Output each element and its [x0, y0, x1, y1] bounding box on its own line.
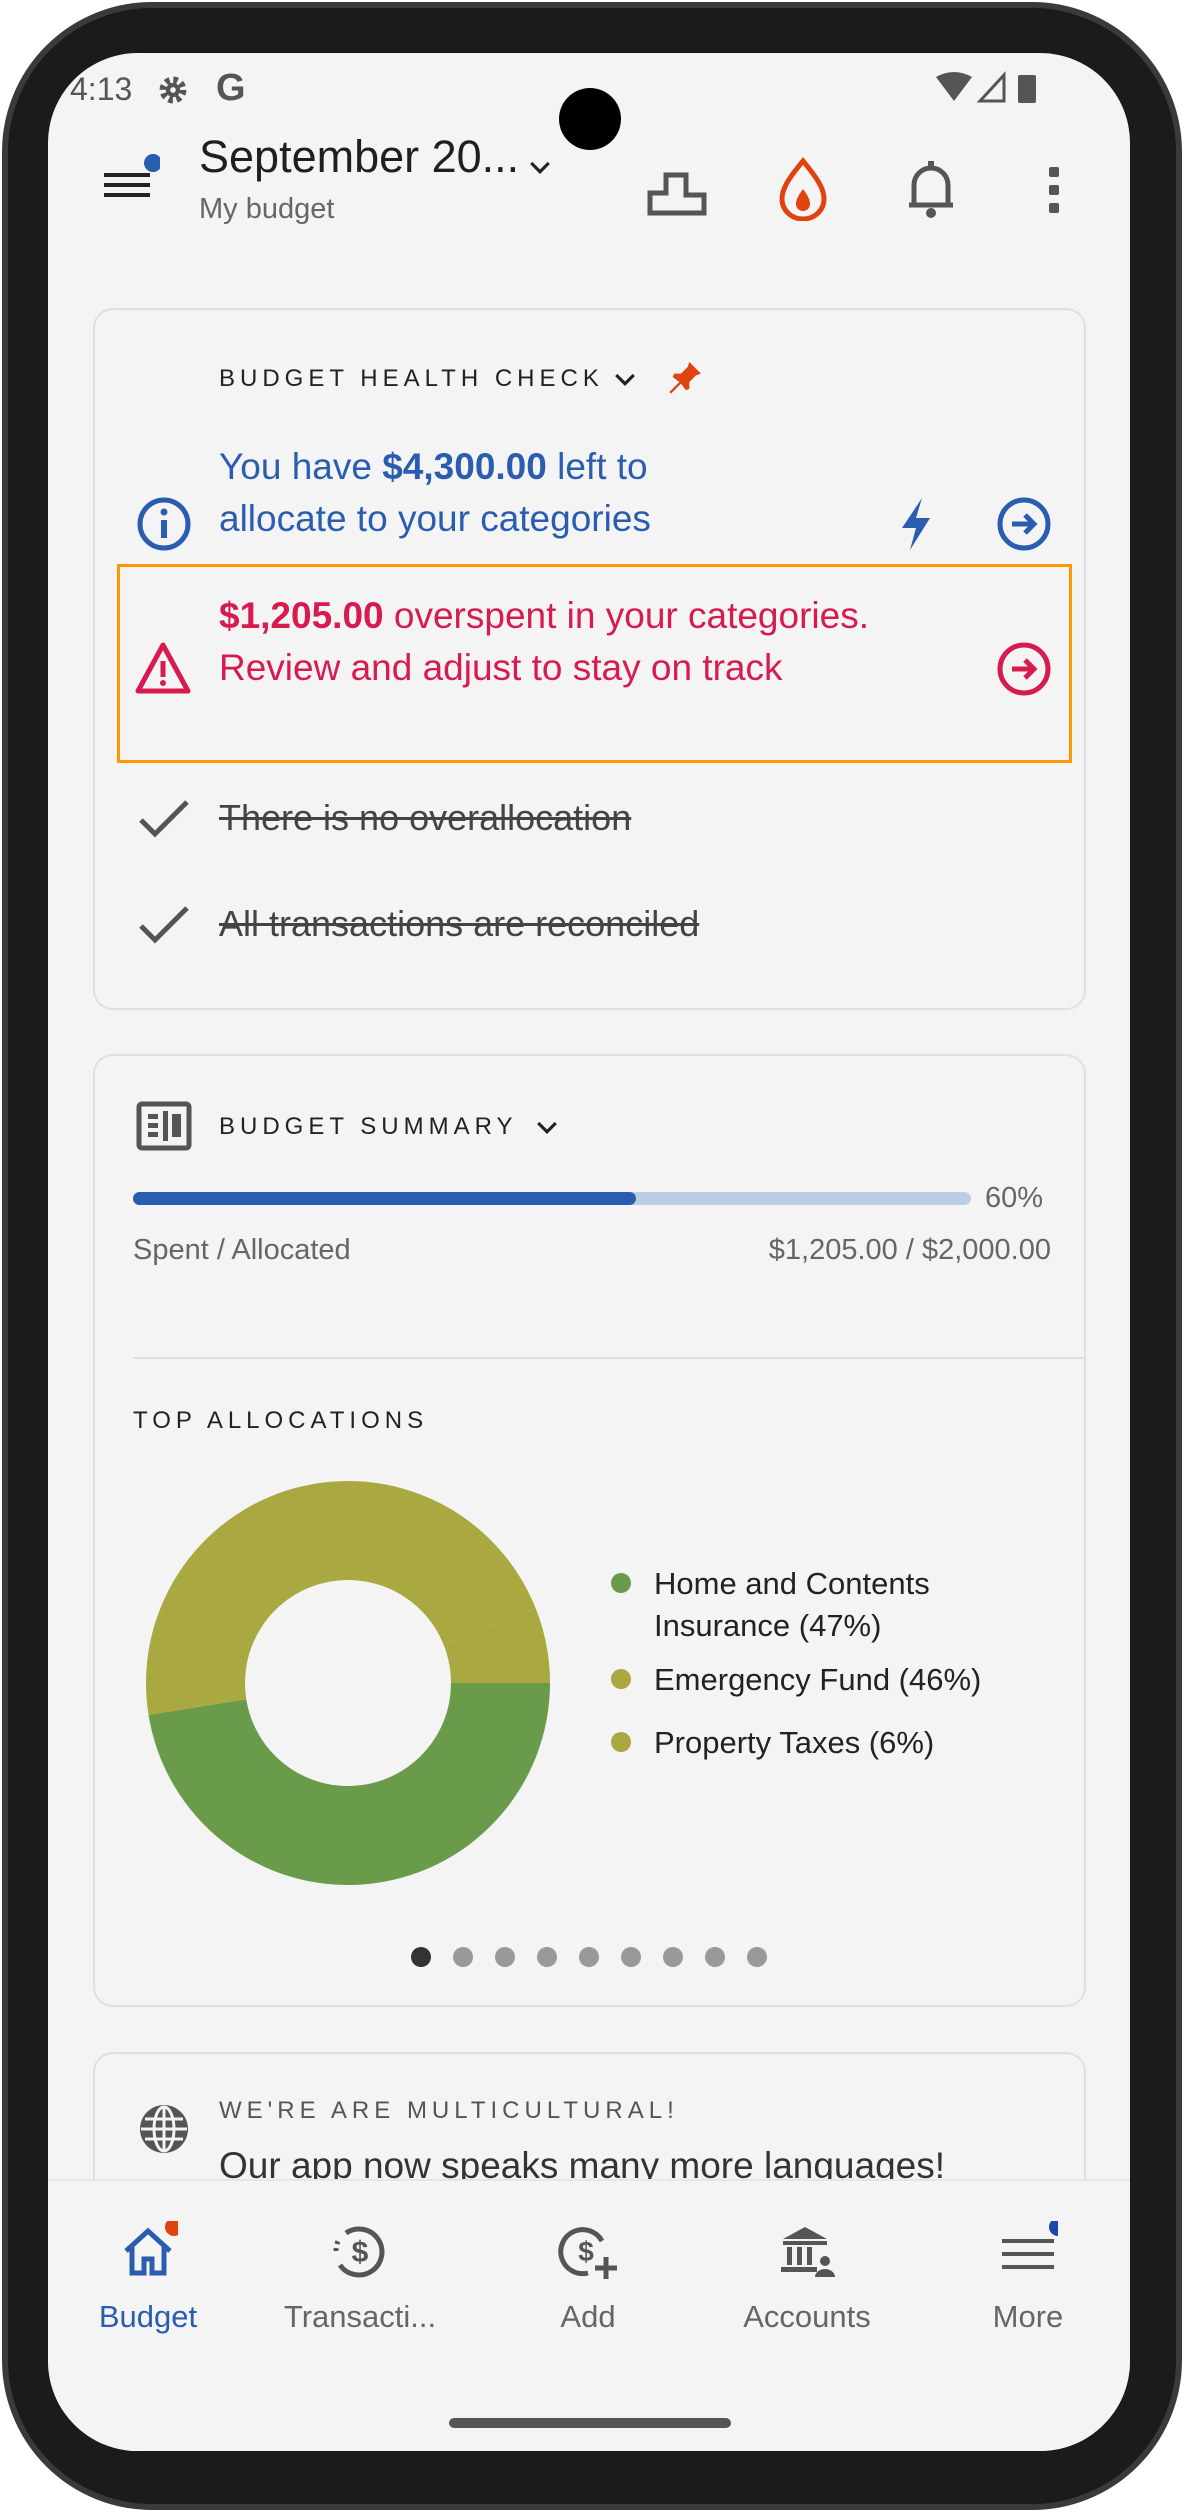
- bottom-navigation: Budget $ Transacti... $ Add Accounts Mor…: [48, 2179, 1130, 2451]
- google-icon: G: [216, 67, 246, 109]
- allocations-donut-chart: [146, 1481, 550, 1885]
- legend-label: Home and Contents Insurance (47%): [654, 1566, 930, 1643]
- pager-dot[interactable]: [747, 1947, 767, 1967]
- spent-label: Spent / Allocated: [133, 1234, 351, 1266]
- summary-grid-icon: [136, 1101, 192, 1151]
- progress-percent: 60%: [985, 1182, 1044, 1214]
- check-icon: [139, 906, 189, 944]
- home-indicator[interactable]: [449, 2418, 731, 2428]
- pager-dot[interactable]: [705, 1947, 725, 1967]
- budget-subtitle: My budget: [199, 193, 335, 225]
- pin-icon[interactable]: [666, 357, 706, 397]
- pager-dot[interactable]: [537, 1947, 557, 1967]
- pager-dot[interactable]: [495, 1947, 515, 1967]
- donut-slice: [148, 1683, 550, 1885]
- pager-dot[interactable]: [579, 1947, 599, 1967]
- nav-add[interactable]: $ Add: [488, 2181, 688, 2371]
- nav-label: Accounts: [743, 2299, 871, 2334]
- spent-progress-bar: [133, 1192, 971, 1205]
- legend-label: Emergency Fund (46%): [654, 1662, 982, 1697]
- menu-icon: [104, 154, 162, 197]
- summary-title: BUDGET SUMMARY: [219, 1113, 518, 1140]
- nav-accounts[interactable]: Accounts: [707, 2181, 907, 2371]
- progress-fill: [133, 1192, 636, 1205]
- arrow-circle-right-icon[interactable]: [996, 641, 1052, 697]
- legend-label: Property Taxes (6%): [654, 1725, 935, 1760]
- arrow-circle-right-icon[interactable]: [996, 496, 1052, 552]
- menu-button[interactable]: [100, 153, 162, 213]
- nav-label: Transacti...: [283, 2299, 437, 2334]
- transactions-history-icon: $: [333, 2226, 385, 2278]
- budget-title[interactable]: September 20...: [199, 131, 520, 182]
- legend-dot: [611, 1573, 631, 1593]
- nav-label: Add: [560, 2299, 616, 2334]
- budget-health-check-card: [93, 308, 1086, 1010]
- overspent-alert[interactable]: [117, 564, 1072, 763]
- overspent-message: $1,205.00 overspent in your categories. …: [219, 590, 939, 694]
- divider: [133, 1357, 1085, 1359]
- overspent-amount: $1,205.00: [219, 595, 384, 636]
- camera-cutout: [559, 88, 621, 150]
- chevron-down-icon[interactable]: [532, 1113, 562, 1143]
- unallocated-amount: $4,300.00: [382, 446, 547, 487]
- warning-text: overspent in your categories. Review and…: [219, 595, 869, 688]
- health-check-title: BUDGET HEALTH CHECK: [219, 365, 604, 392]
- check-item: There is no overallocation: [219, 797, 632, 838]
- pager-dot[interactable]: [621, 1947, 641, 1967]
- svg-text:$: $: [352, 2236, 369, 2269]
- legend-dot: [611, 1669, 631, 1689]
- flame-icon[interactable]: [778, 157, 828, 221]
- nav-transactions[interactable]: $ Transacti...: [260, 2181, 460, 2371]
- status-time: 4:13: [70, 71, 133, 107]
- chevron-down-icon[interactable]: [525, 153, 555, 183]
- svg-text:$: $: [578, 2236, 594, 2267]
- settings-icon: [159, 76, 187, 104]
- notifications-bell-icon[interactable]: [906, 157, 956, 221]
- promo-title: WE'RE ARE MULTICULTURAL!: [219, 2097, 679, 2124]
- chevron-down-icon[interactable]: [610, 365, 640, 395]
- more-vertical-icon[interactable]: [1040, 163, 1068, 219]
- nav-more[interactable]: More: [928, 2181, 1128, 2371]
- info-text: left to allocate to your categories: [219, 446, 651, 539]
- screen: 4:13 G September 20... My budget BUDGET …: [48, 53, 1130, 2451]
- add-money-icon: $: [558, 2227, 617, 2279]
- nav-label: More: [992, 2299, 1064, 2334]
- podium-icon[interactable]: [646, 163, 708, 221]
- pager-dot[interactable]: [411, 1947, 431, 1967]
- warning-icon: [135, 642, 191, 694]
- bank-icon: [781, 2227, 835, 2277]
- pager-dot[interactable]: [453, 1947, 473, 1967]
- home-icon: [124, 2221, 178, 2276]
- more-menu-icon: [1002, 2221, 1058, 2269]
- spent-value: $1,205.00 / $2,000.00: [768, 1234, 1051, 1266]
- check-icon: [139, 800, 189, 838]
- nav-label: Budget: [98, 2299, 198, 2334]
- lightning-icon[interactable]: [896, 496, 936, 552]
- info-icon: [137, 497, 191, 551]
- unallocated-message[interactable]: You have $4,300.00 left to allocate to y…: [219, 441, 779, 545]
- donut-slice: [146, 1481, 536, 1715]
- pager-dot[interactable]: [663, 1947, 683, 1967]
- signal-battery-icons: [936, 71, 1036, 103]
- top-allocations-title: TOP ALLOCATIONS: [133, 1407, 429, 1434]
- check-item: All transactions are reconciled: [219, 903, 700, 944]
- donut-slice: [443, 1607, 550, 1683]
- nav-budget[interactable]: Budget: [48, 2181, 248, 2371]
- legend-dot: [611, 1732, 631, 1752]
- globe-icon: [140, 2105, 188, 2153]
- info-text: You have: [219, 446, 383, 487]
